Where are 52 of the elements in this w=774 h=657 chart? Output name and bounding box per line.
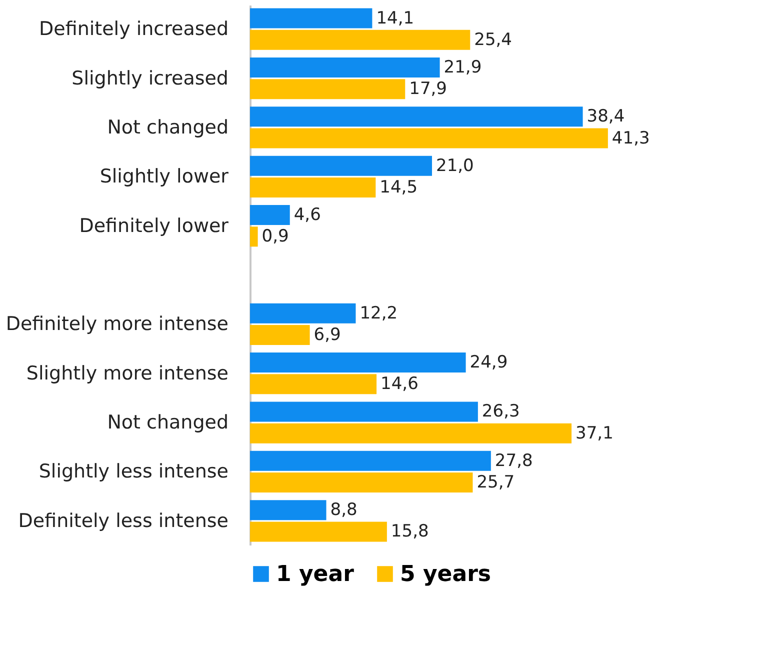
bar (250, 303, 356, 324)
y-tick-label: Not changed (107, 116, 228, 138)
y-tick-label: Definitely more intense (6, 313, 228, 336)
data-label: 14,6 (380, 374, 418, 394)
data-label: 12,2 (360, 303, 398, 324)
bar (250, 8, 372, 28)
legend-label: 5 years (400, 562, 492, 587)
y-tick-label: Not changed (107, 412, 228, 434)
bar (250, 57, 440, 78)
data-label: 25,7 (476, 472, 515, 493)
bar (250, 205, 290, 225)
data-label: 4,6 (294, 205, 321, 225)
bar (250, 402, 478, 422)
bar (250, 522, 387, 542)
y-tick-label: Slightly lower (100, 166, 229, 188)
data-label: 38,4 (586, 106, 625, 127)
bar (250, 352, 466, 373)
bar (250, 106, 583, 127)
bar (250, 325, 310, 345)
bar (250, 472, 473, 493)
data-label: 41,3 (612, 128, 650, 148)
legend-label: 1 year (276, 562, 354, 587)
data-label: 17,9 (409, 79, 447, 100)
y-tick-label: Slightly more intense (26, 362, 228, 384)
bar (250, 374, 377, 394)
data-label: 25,4 (474, 30, 512, 50)
data-label: 21,9 (444, 57, 482, 78)
data-label: 0,9 (262, 226, 289, 247)
bar (250, 226, 258, 247)
bar (250, 79, 406, 100)
y-tick-label: Definitely lower (79, 214, 229, 237)
bar (250, 423, 572, 444)
data-label: 37,1 (576, 423, 614, 444)
bar (250, 177, 376, 198)
bar (250, 450, 491, 471)
data-label: 6,9 (314, 325, 341, 345)
bar (250, 30, 470, 50)
bar (250, 128, 608, 148)
data-label: 26,3 (482, 402, 520, 422)
bar (250, 156, 432, 176)
data-label: 14,1 (376, 8, 414, 28)
bar (250, 500, 326, 520)
y-tick-label: Slightly icreased (72, 67, 228, 90)
y-tick-label: Slightly less intense (38, 460, 228, 483)
data-label: 8,8 (330, 500, 358, 520)
y-tick-label: Definitely less intense (18, 510, 228, 532)
y-tick-label: Definitely increased (39, 18, 228, 40)
data-label: 14,5 (380, 177, 418, 198)
data-label: 27,8 (494, 450, 533, 471)
data-label: 24,9 (470, 352, 508, 373)
data-label: 15,8 (390, 522, 429, 542)
data-label: 21,0 (436, 156, 474, 176)
